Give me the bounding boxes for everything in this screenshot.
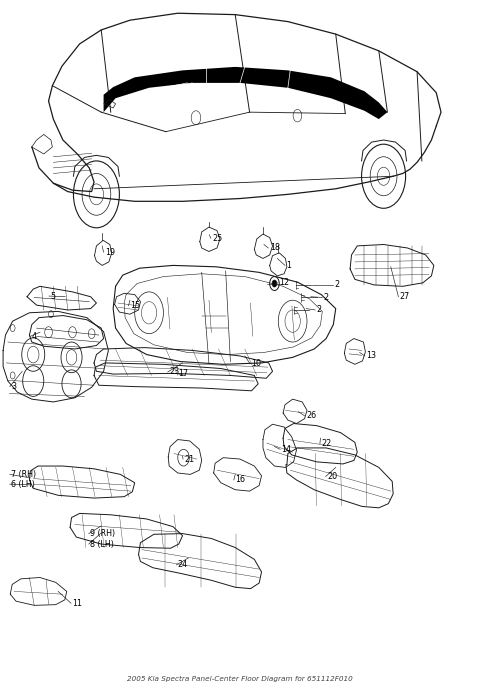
Text: 15: 15: [130, 302, 140, 311]
Text: 9 (RH): 9 (RH): [90, 529, 115, 538]
Text: 11: 11: [72, 599, 83, 608]
Circle shape: [272, 280, 277, 287]
Text: 5: 5: [50, 292, 56, 301]
Text: 17: 17: [178, 369, 188, 378]
Text: 4: 4: [31, 332, 36, 341]
Text: 16: 16: [235, 475, 245, 484]
Text: 2: 2: [317, 306, 322, 315]
Text: 8 (LH): 8 (LH): [90, 540, 114, 549]
Text: 26: 26: [306, 411, 316, 420]
Text: 10: 10: [252, 359, 262, 368]
Text: 7 (RH): 7 (RH): [11, 470, 36, 479]
Text: 20: 20: [327, 472, 337, 481]
Text: 25: 25: [212, 234, 223, 243]
Text: 22: 22: [322, 439, 332, 448]
Text: 2: 2: [324, 293, 329, 302]
Polygon shape: [104, 67, 387, 119]
Text: 27: 27: [400, 292, 410, 302]
Text: 1: 1: [287, 261, 291, 270]
Text: 13: 13: [366, 352, 376, 360]
Text: 18: 18: [270, 244, 280, 253]
Text: 24: 24: [178, 560, 188, 570]
Text: 23: 23: [169, 367, 180, 376]
Text: 2005 Kia Spectra Panel-Center Floor Diagram for 651112F010: 2005 Kia Spectra Panel-Center Floor Diag…: [127, 676, 353, 682]
Text: 6 (LH): 6 (LH): [11, 480, 35, 489]
Text: 2: 2: [334, 281, 339, 290]
Text: 21: 21: [184, 454, 194, 463]
Text: 19: 19: [105, 248, 115, 257]
Text: 12: 12: [279, 279, 289, 288]
Text: 3: 3: [11, 382, 16, 391]
Text: 14: 14: [282, 445, 292, 454]
